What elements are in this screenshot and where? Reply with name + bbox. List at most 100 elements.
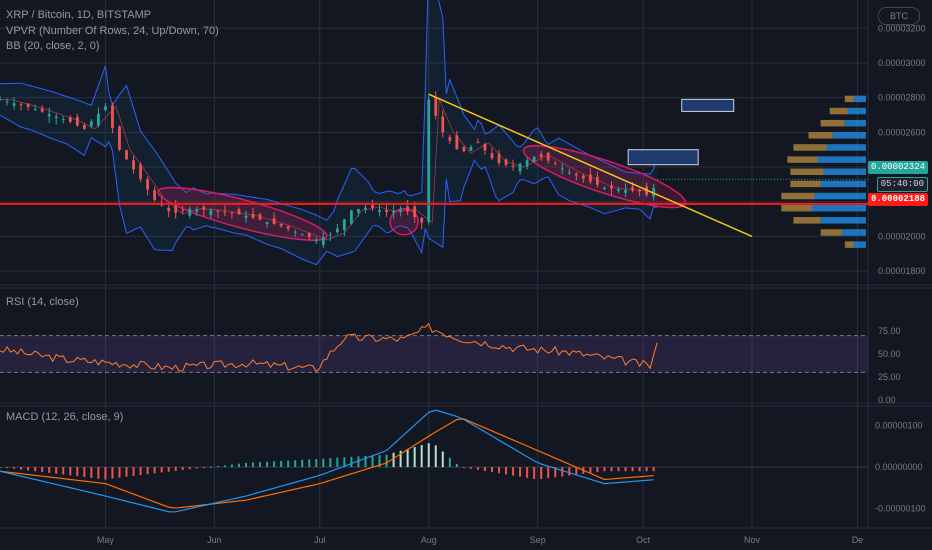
macd-histogram-bar bbox=[385, 454, 388, 468]
time-tick-label: Oct bbox=[636, 535, 651, 545]
candle-body bbox=[181, 210, 185, 212]
candle-body bbox=[321, 237, 325, 246]
vp-down-bar bbox=[793, 217, 821, 224]
macd-histogram-bar bbox=[104, 467, 107, 480]
macd-histogram-bar bbox=[62, 467, 65, 475]
macd-histogram-bar bbox=[259, 462, 262, 468]
macd-histogram-bar bbox=[167, 467, 170, 472]
candle-body bbox=[553, 163, 557, 165]
candlesticks bbox=[0, 91, 656, 249]
currency-button[interactable]: BTC bbox=[878, 7, 920, 25]
macd-tick-label: 0.00000000 bbox=[875, 462, 923, 472]
candle-body bbox=[293, 231, 297, 233]
macd-histogram-bar bbox=[202, 467, 205, 469]
candle-body bbox=[40, 108, 44, 112]
candle-body bbox=[511, 165, 515, 168]
macd-tick-label: 0.00000100 bbox=[875, 421, 923, 431]
macd-histogram-bar bbox=[455, 463, 458, 468]
macd-histogram-bar bbox=[441, 451, 444, 468]
macd-histogram-bar bbox=[505, 467, 508, 475]
vp-down-bar bbox=[820, 229, 842, 236]
candle-body bbox=[476, 142, 480, 144]
macd-histogram-bar bbox=[287, 460, 290, 468]
candle-body bbox=[26, 103, 30, 108]
vp-down-bar bbox=[781, 192, 815, 200]
macd-histogram-bar bbox=[399, 450, 402, 468]
macd-histogram-bar bbox=[638, 467, 641, 472]
macd-histogram-bar bbox=[498, 467, 501, 474]
support-price-tag: 0.00002188 bbox=[867, 193, 928, 206]
candle-body bbox=[603, 187, 606, 190]
rsi-line bbox=[0, 322, 658, 373]
candle-body bbox=[588, 174, 592, 182]
macd-histogram-bar bbox=[476, 467, 479, 470]
macd-histogram-bar bbox=[69, 467, 72, 476]
macd-histogram-bar bbox=[512, 467, 515, 476]
candle-body bbox=[195, 209, 199, 212]
macd-tick-label: -0.00000100 bbox=[875, 503, 926, 513]
macd-histogram-bar bbox=[315, 458, 318, 468]
candle-body bbox=[427, 99, 431, 222]
macd-histogram-bar bbox=[252, 462, 255, 468]
time-tick-label: May bbox=[97, 535, 115, 545]
price-tick-label: 0.00002600 bbox=[878, 127, 926, 137]
vp-down-bar bbox=[829, 107, 848, 115]
candle-body bbox=[19, 104, 23, 106]
macd-histogram-bar bbox=[181, 467, 184, 471]
macd-histogram-bar bbox=[13, 467, 16, 469]
candle-body bbox=[469, 146, 473, 151]
rsi-legend[interactable]: RSI (14, close) bbox=[6, 296, 79, 308]
vp-up-bar bbox=[853, 95, 866, 103]
candle-body bbox=[188, 208, 192, 216]
symbol-legend[interactable]: XRP / Bitcoin, 1D, BITSTAMP bbox=[6, 9, 152, 21]
bb-legend[interactable]: BB (20, close, 2, 0) bbox=[6, 40, 100, 52]
price-tick-label: 0.00003200 bbox=[878, 23, 926, 33]
candle-body bbox=[54, 116, 58, 119]
macd-histogram-bar bbox=[624, 467, 627, 472]
macd-histogram-bar bbox=[230, 464, 233, 468]
time-tick-label: De bbox=[852, 535, 864, 545]
macd-histogram-bar bbox=[301, 459, 304, 468]
price-tick-label: 0.00003000 bbox=[878, 58, 926, 68]
macd-histogram-bar bbox=[153, 467, 156, 474]
candle-body bbox=[483, 143, 487, 151]
macd-histogram-bar bbox=[533, 467, 536, 479]
vpvr-legend[interactable]: VPVR (Number Of Rows, 24, Up/Down, 70) bbox=[6, 25, 219, 37]
macd-histogram-bar bbox=[125, 467, 128, 477]
macd-histogram-bar bbox=[568, 467, 571, 476]
price-tick-label: 0.00002000 bbox=[878, 231, 926, 241]
macd-histogram-bar bbox=[547, 467, 550, 479]
candle-body bbox=[286, 226, 290, 229]
candle-body bbox=[265, 221, 269, 225]
candle-body bbox=[350, 210, 353, 224]
vp-down-bar bbox=[790, 168, 824, 176]
candle-body bbox=[525, 160, 529, 167]
candle-body bbox=[441, 116, 445, 133]
candle-body bbox=[0, 99, 2, 101]
macd-histogram-bar bbox=[97, 467, 100, 479]
macd-histogram-bar bbox=[645, 467, 648, 472]
macd-histogram-bar bbox=[294, 460, 297, 468]
rsi-tick-label: 25.00 bbox=[878, 372, 901, 382]
macd-histogram-bar bbox=[357, 456, 360, 468]
candle-body bbox=[209, 210, 213, 215]
candle-body bbox=[490, 153, 494, 159]
macd-legend[interactable]: MACD (12, 26, close, 9) bbox=[6, 411, 124, 423]
macd-histogram-bar bbox=[111, 467, 114, 479]
time-tick-label: Jun bbox=[207, 535, 222, 545]
drawing-ellipses bbox=[157, 144, 687, 241]
vp-down-bar bbox=[781, 204, 812, 212]
macd-histogram-bar bbox=[76, 467, 79, 477]
macd-histogram-bar bbox=[34, 467, 37, 472]
candle-body bbox=[104, 106, 107, 110]
price-tick-label: 0.00002800 bbox=[878, 93, 926, 103]
macd-histogram-bar bbox=[41, 467, 44, 473]
vp-up-bar bbox=[832, 132, 866, 139]
candle-body bbox=[237, 209, 241, 215]
vp-up-bar bbox=[844, 119, 866, 127]
candle-body bbox=[596, 176, 599, 185]
candle-body bbox=[518, 163, 522, 172]
candle-body bbox=[314, 239, 318, 242]
macd-histogram-bar bbox=[174, 467, 177, 471]
